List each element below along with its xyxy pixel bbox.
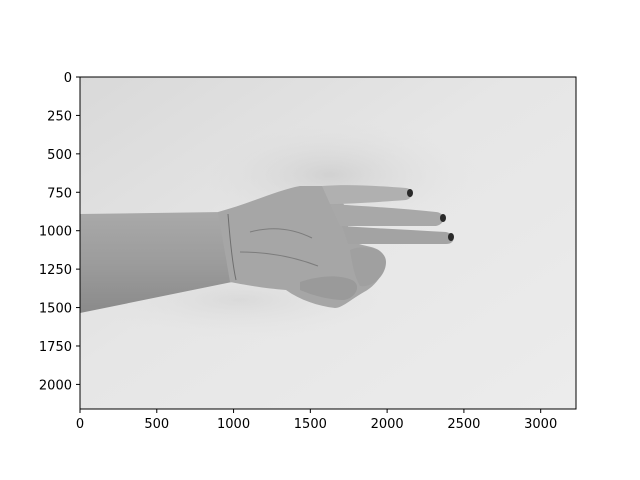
image-photo [80, 77, 576, 409]
y-tick-label: 2000 [39, 378, 72, 393]
y-tick-label: 250 [47, 109, 72, 124]
y-tick-label: 1750 [39, 340, 72, 355]
y-tick-label: 1250 [39, 263, 72, 278]
y-tick-label: 750 [47, 186, 72, 201]
x-tick-label: 2000 [371, 417, 404, 432]
hand-photo [80, 185, 454, 313]
y-tick-label: 1500 [39, 302, 72, 317]
y-tick-label: 0 [64, 71, 72, 86]
x-tick-label: 3000 [524, 417, 557, 432]
y-axis: 0 250 500 750 1000 1250 1500 1750 2000 [39, 71, 80, 393]
x-tick-label: 2500 [447, 417, 480, 432]
x-tick-label: 500 [144, 417, 169, 432]
axes-frame [79, 76, 577, 410]
x-tick-label: 1500 [294, 417, 327, 432]
x-tick-label: 1000 [217, 417, 250, 432]
y-tick-label: 1000 [39, 225, 72, 240]
x-tick-label: 0 [76, 417, 84, 432]
y-tick-label: 500 [47, 148, 72, 163]
x-axis: 0 500 1000 1500 2000 2500 3000 [76, 409, 557, 432]
